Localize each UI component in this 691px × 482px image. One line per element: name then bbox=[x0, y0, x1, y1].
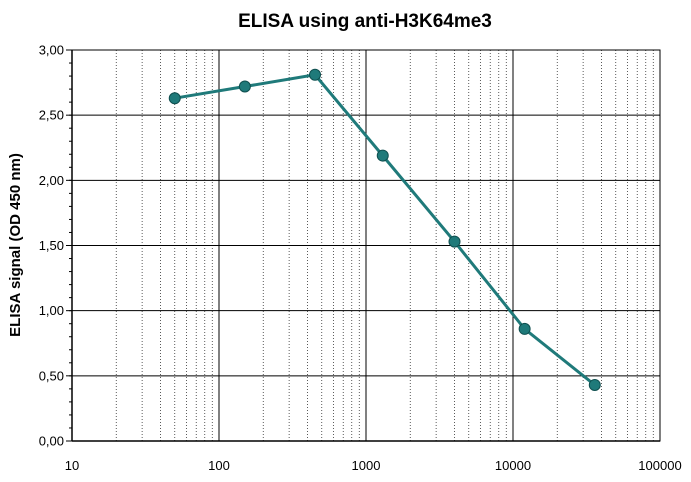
data-series bbox=[168, 68, 601, 391]
y-tick-label: 2,50 bbox=[39, 108, 64, 123]
series-line bbox=[174, 73, 596, 387]
y-tick-label: 1,50 bbox=[39, 238, 64, 253]
data-point bbox=[376, 149, 389, 162]
x-tick-labels: 10 100 1000 10000 100000 bbox=[65, 458, 682, 473]
data-point bbox=[588, 378, 601, 391]
data-point bbox=[238, 80, 251, 93]
y-tick-label: 1,00 bbox=[39, 303, 64, 318]
y-tick-label: 3,00 bbox=[39, 43, 64, 58]
y-tick-label: 2,00 bbox=[39, 173, 64, 188]
x-tick-label: 10000 bbox=[495, 458, 531, 473]
chart-title: ELISA using anti-H3K64me3 bbox=[238, 11, 492, 32]
grid-lines bbox=[71, 49, 661, 442]
x-tick-label: 10 bbox=[65, 458, 79, 473]
x-tick-label: 1000 bbox=[352, 458, 381, 473]
x-tick-label: 100 bbox=[208, 458, 230, 473]
x-tick-label: 100000 bbox=[638, 458, 681, 473]
data-point bbox=[518, 322, 531, 335]
y-axis-label: ELISA signal (OD 450 nm) bbox=[7, 153, 24, 337]
y-tick-label: 0,50 bbox=[39, 368, 64, 383]
y-tick-labels: 0,00 0,50 1,00 1,50 2,00 2,50 3,00 bbox=[39, 43, 64, 449]
data-point bbox=[448, 235, 461, 248]
data-point bbox=[168, 92, 181, 105]
data-point bbox=[309, 68, 322, 81]
axes bbox=[66, 49, 661, 442]
y-tick-label: 0,00 bbox=[39, 434, 64, 449]
